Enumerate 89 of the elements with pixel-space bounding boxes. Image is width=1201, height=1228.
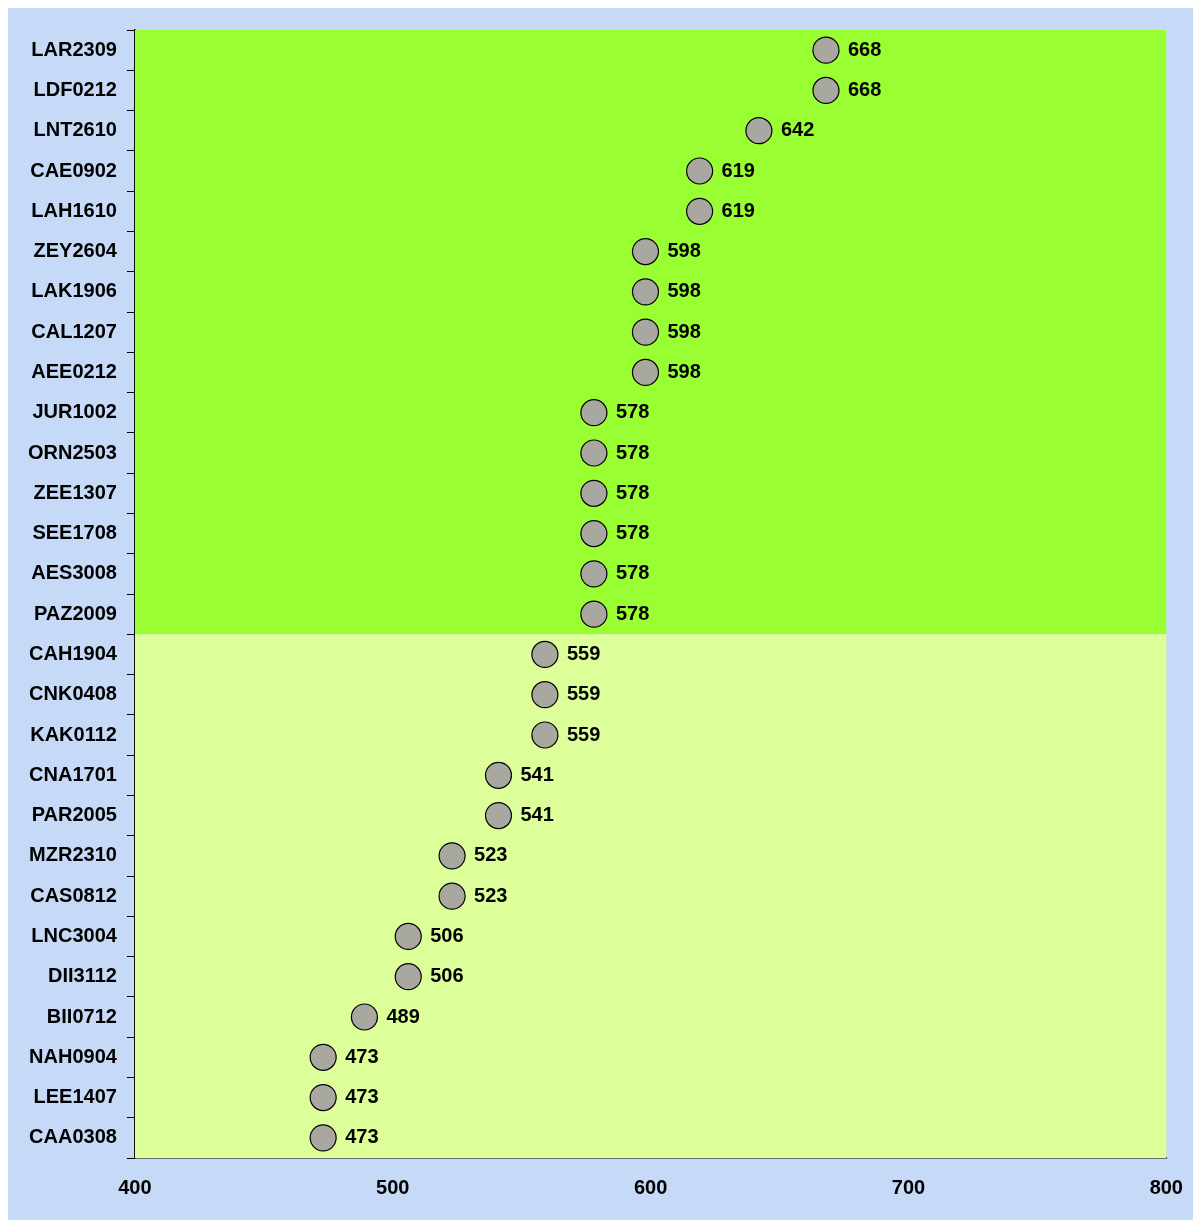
point: [394, 922, 422, 951]
x-tick-label: 600: [633, 1175, 668, 1198]
y-tick-label: PAR2005: [31, 803, 117, 826]
y-tick-label: CAH1904: [29, 641, 118, 664]
x-tick-label: 800: [1149, 1175, 1183, 1198]
data-label: 578: [615, 601, 650, 624]
point: [745, 117, 773, 145]
data-label: 668: [847, 77, 882, 100]
point: [631, 237, 660, 266]
y-tick-label: CAE0902: [30, 158, 117, 181]
y-tick-label: BII0712: [46, 1004, 117, 1027]
point: [686, 197, 714, 225]
data-label: 506: [430, 964, 464, 987]
data-label: 598: [667, 359, 701, 382]
data-label: 668: [847, 37, 882, 60]
point: [580, 519, 608, 548]
y-tick-label: AES3008: [31, 561, 117, 584]
y-tick-label: CAA0308: [29, 1125, 117, 1148]
point: [580, 560, 608, 588]
data-label: 642: [780, 118, 815, 141]
data-label: 473: [345, 1044, 379, 1067]
y-tick-label: CNA1701: [29, 762, 117, 785]
data-label: 598: [667, 239, 701, 262]
point: [438, 842, 466, 870]
point: [309, 1083, 337, 1112]
data-label: 619: [721, 158, 755, 181]
point: [580, 600, 608, 628]
y-tick-label: LAR2309: [31, 37, 117, 60]
data-label: 489: [386, 1004, 420, 1027]
point: [484, 761, 513, 789]
y-tick-label: CAS0812: [30, 883, 117, 906]
data-label: 578: [615, 521, 650, 544]
x-tick-label: 400: [118, 1175, 152, 1198]
point: [531, 640, 559, 669]
point: [631, 358, 660, 387]
x-tick-label: 700: [891, 1175, 926, 1198]
x-tick-label: 500: [376, 1175, 410, 1198]
data-label: 578: [615, 400, 650, 423]
data-label: 473: [345, 1125, 379, 1148]
point: [580, 479, 608, 507]
y-tick-label: LDF0212: [33, 77, 117, 100]
data-label: 578: [615, 480, 650, 503]
y-tick-label: PAZ2009: [33, 601, 117, 624]
data-label: 598: [667, 279, 701, 302]
point: [531, 721, 559, 749]
point: [580, 439, 608, 467]
y-tick-label: CNK0408: [29, 682, 117, 705]
point: [531, 681, 559, 709]
point: [631, 318, 660, 346]
point: [812, 36, 840, 64]
point: [580, 399, 608, 427]
y-tick-label: AEE0212: [31, 359, 117, 382]
point: [309, 1043, 337, 1071]
data-label: 598: [667, 319, 701, 342]
y-tick-label: NAH0904: [29, 1044, 118, 1067]
data-label: 559: [566, 682, 601, 705]
y-tick-label: LEE1407: [33, 1085, 117, 1108]
y-tick-label: ZEY2604: [33, 239, 118, 262]
y-tick-label: MZR2310: [29, 843, 117, 866]
point: [484, 801, 513, 830]
y-tick-label: DII3112: [47, 964, 117, 987]
y-tick-label: SEE1708: [32, 521, 117, 544]
data-label: 506: [430, 923, 464, 946]
data-label: 523: [474, 843, 508, 866]
point: [686, 157, 714, 185]
y-tick-label: LNT2610: [33, 118, 117, 141]
y-tick-label: ZEE1307: [33, 480, 117, 503]
y-tick-label: JUR1002: [32, 400, 117, 423]
point: [394, 963, 422, 991]
y-tick-label: LNC3004: [31, 923, 118, 946]
y-tick-label: LAH1610: [31, 198, 117, 221]
y-tick-label: KAK0112: [30, 722, 117, 745]
point: [438, 882, 466, 910]
data-label: 559: [566, 641, 601, 664]
data-label: 559: [566, 722, 601, 745]
point: [631, 278, 660, 306]
data-label: 523: [474, 883, 508, 906]
data-label: 541: [520, 803, 554, 826]
data-label: 541: [520, 762, 554, 785]
y-tick-label: ORN2503: [28, 440, 117, 463]
data-label: 619: [721, 198, 755, 221]
data-label: 578: [615, 440, 650, 463]
y-tick-label: LAK1906: [31, 279, 117, 302]
data-label: 473: [345, 1085, 379, 1108]
data-label: 578: [615, 561, 650, 584]
point: [350, 1003, 379, 1031]
point: [309, 1124, 337, 1152]
y-tick-label: CAL1207: [31, 319, 117, 342]
point: [812, 76, 840, 105]
